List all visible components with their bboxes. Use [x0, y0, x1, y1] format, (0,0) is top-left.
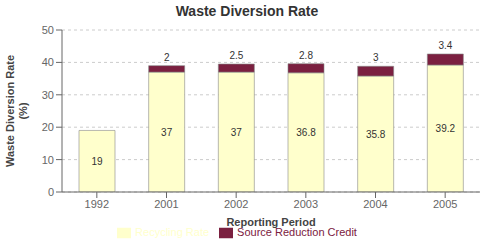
svg-text:2.5: 2.5 — [229, 50, 243, 61]
svg-text:0: 0 — [48, 186, 54, 198]
svg-text:50: 50 — [42, 24, 54, 36]
svg-text:2003: 2003 — [294, 198, 318, 210]
svg-text:2005: 2005 — [433, 198, 457, 210]
html-text:Waste Diversion Rate: Waste Diversion Rate — [175, 3, 319, 19]
svg-text:Waste Diversion Rate(%): Waste Diversion Rate(%) — [8, 55, 29, 167]
svg-text:39.2: 39.2 — [436, 123, 456, 134]
svg-text:37: 37 — [161, 127, 173, 138]
svg-text:37: 37 — [231, 127, 243, 138]
svg-text:2: 2 — [164, 52, 170, 63]
svg-text:36.8: 36.8 — [296, 127, 316, 138]
svg-text:35.8: 35.8 — [366, 129, 386, 140]
svg-text:2001: 2001 — [154, 198, 178, 210]
svg-text:3: 3 — [373, 52, 379, 63]
svg-text:2004: 2004 — [363, 198, 387, 210]
svg-text:10: 10 — [42, 154, 54, 166]
svg-text:40: 40 — [42, 56, 54, 68]
svg-text:2002: 2002 — [224, 198, 248, 210]
svg-text:1992: 1992 — [85, 198, 109, 210]
svg-text:30: 30 — [42, 89, 54, 101]
svg-text:3.4: 3.4 — [438, 40, 452, 51]
svg-text:20: 20 — [42, 121, 54, 133]
html-text:Recycling Rate: Recycling Rate — [135, 226, 210, 238]
svg-text:Reporting Period: Reporting Period — [226, 216, 315, 228]
svg-text:2.8: 2.8 — [299, 50, 313, 61]
svg-text:19: 19 — [91, 156, 103, 167]
html-text:Source Reduction Credit: Source Reduction Credit — [237, 226, 357, 238]
